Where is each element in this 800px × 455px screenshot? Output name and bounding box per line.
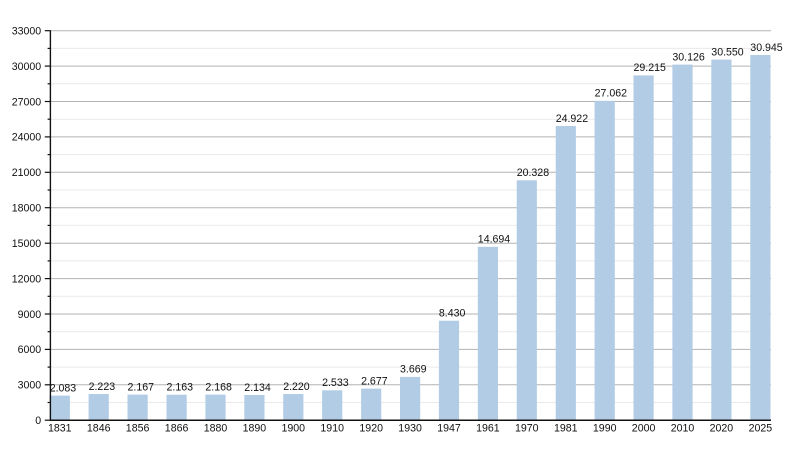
svg-text:30.126: 30.126 [672, 51, 705, 63]
svg-text:1970: 1970 [515, 423, 539, 435]
svg-text:1890: 1890 [243, 423, 267, 435]
svg-text:2025: 2025 [749, 423, 773, 435]
svg-text:33000: 33000 [12, 26, 42, 38]
svg-text:2020: 2020 [710, 423, 734, 435]
svg-text:14.694: 14.694 [478, 234, 511, 246]
svg-text:6000: 6000 [18, 344, 42, 356]
svg-text:2.167: 2.167 [128, 381, 155, 393]
svg-text:30.945: 30.945 [750, 42, 783, 54]
svg-text:1910: 1910 [320, 423, 344, 435]
svg-text:3.669: 3.669 [400, 364, 427, 376]
svg-text:1947: 1947 [437, 423, 461, 435]
svg-text:1981: 1981 [554, 423, 578, 435]
svg-text:2.168: 2.168 [205, 381, 232, 393]
svg-text:15000: 15000 [12, 238, 42, 250]
svg-text:2.533: 2.533 [322, 377, 349, 389]
svg-text:2010: 2010 [671, 423, 695, 435]
svg-text:2.220: 2.220 [283, 381, 310, 393]
svg-text:20.328: 20.328 [517, 167, 550, 179]
svg-text:1831: 1831 [48, 423, 72, 435]
svg-text:2.223: 2.223 [89, 381, 116, 393]
svg-text:29.215: 29.215 [634, 62, 667, 74]
svg-text:3000: 3000 [18, 380, 42, 392]
svg-text:27.062: 27.062 [595, 88, 628, 100]
svg-text:1866: 1866 [165, 423, 189, 435]
svg-text:0: 0 [35, 415, 41, 427]
svg-text:30000: 30000 [12, 61, 42, 73]
svg-text:24.922: 24.922 [556, 113, 589, 125]
svg-text:24000: 24000 [12, 132, 42, 144]
svg-text:2.677: 2.677 [361, 375, 388, 387]
svg-text:27000: 27000 [12, 96, 42, 108]
svg-text:21000: 21000 [12, 167, 42, 179]
svg-text:30.550: 30.550 [711, 46, 744, 58]
svg-text:8.430: 8.430 [439, 308, 466, 320]
svg-text:9000: 9000 [18, 309, 42, 321]
svg-text:1961: 1961 [476, 423, 500, 435]
svg-text:12000: 12000 [12, 273, 42, 285]
svg-text:1930: 1930 [398, 423, 422, 435]
svg-text:1900: 1900 [282, 423, 306, 435]
svg-text:1880: 1880 [204, 423, 228, 435]
svg-text:2.134: 2.134 [244, 382, 271, 394]
svg-text:1856: 1856 [126, 423, 150, 435]
svg-text:2.083: 2.083 [50, 382, 77, 394]
svg-text:2000: 2000 [632, 423, 656, 435]
svg-text:1920: 1920 [359, 423, 383, 435]
svg-text:18000: 18000 [12, 203, 42, 215]
svg-text:2.163: 2.163 [167, 382, 194, 394]
svg-text:1990: 1990 [593, 423, 617, 435]
svg-text:1846: 1846 [87, 423, 111, 435]
